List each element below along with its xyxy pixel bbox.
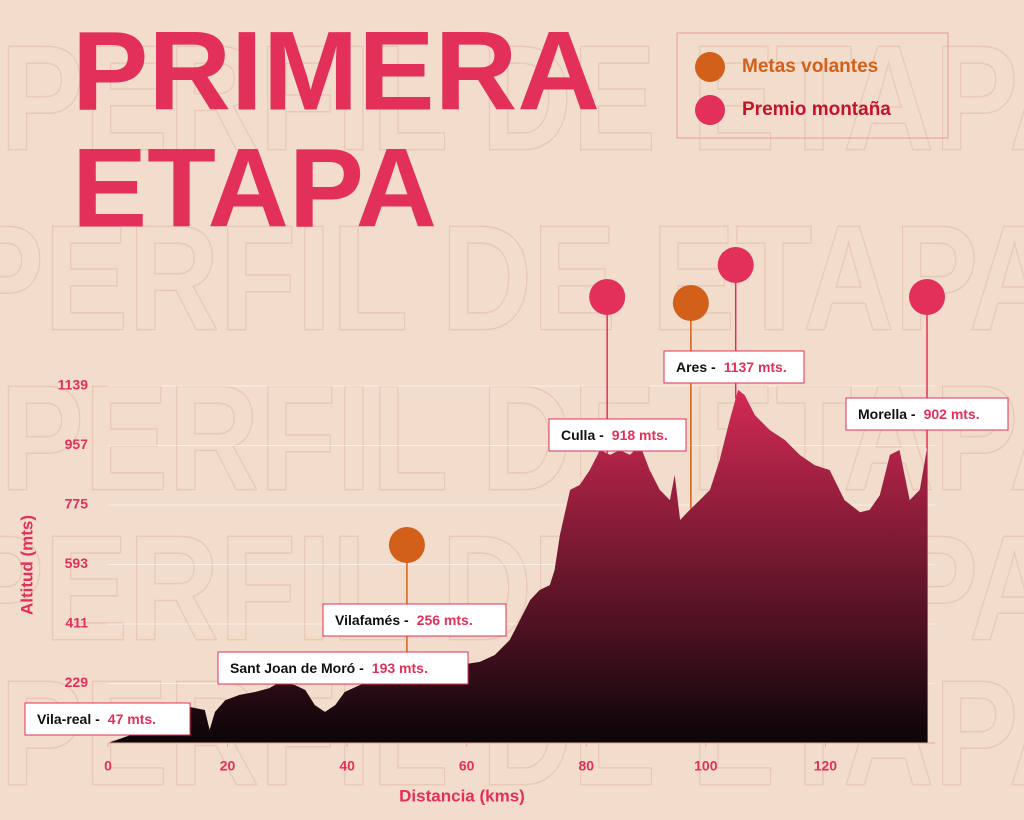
place-name: Sant Joan de Moró - [230,660,364,676]
y-tick-label: 957 [65,436,89,452]
annotation-text: Ares - 1137 mts. [676,359,787,375]
place-name: Ares - [676,359,716,375]
x-tick-label: 120 [814,758,838,774]
place-name: Vila-real - [37,711,100,727]
annotation-box [322,603,507,637]
annotation-text: Vilafamés - 256 mts. [335,612,473,628]
place-name: Morella - [858,406,916,422]
watermark: PERFIL DE ETAPA [0,354,1024,522]
y-tick-label: 229 [65,674,89,690]
place-name: Culla - [561,427,604,443]
marker [672,285,709,321]
annotation-box [845,397,1009,431]
x-tick-label: 20 [220,758,236,774]
altitude-label: 47 mts. [108,711,156,727]
watermark: PERFIL DE ETAPA [0,194,1024,362]
x-tick-label: 100 [694,758,718,774]
x-tick-label: 60 [459,758,475,774]
annotation-box [24,702,191,736]
x-tick-label: 0 [104,758,112,774]
altitude-label: 1137 mts. [724,359,787,375]
elevation-area [108,389,928,743]
watermark: PERFIL DE ETAPA [0,14,1024,182]
annotation-box [663,350,805,384]
legend-swatch [695,95,725,125]
x-tick-label: 80 [578,758,594,774]
y-tick-label: 1139 [58,377,89,393]
annotation-text: Sant Joan de Moró - 193 mts. [230,660,428,676]
annotation-text: Culla - 918 mts. [561,427,668,443]
legend-swatch [695,52,725,82]
altitude-label: 193 mts. [372,660,428,676]
y-tick-label: 775 [65,496,89,512]
y-tick-label: 593 [65,555,89,571]
y-axis-label: Altitud (mts) [17,515,36,615]
annotation-text: Vila-real - 47 mts. [37,711,156,727]
legend-label: Premio montaña [742,99,891,120]
x-axis-label: Distancia (kms) [399,786,525,805]
title-line: PRIMERA [72,9,600,134]
marker [717,247,754,283]
marker [388,527,425,563]
marker [589,279,626,315]
y-tick-label: 411 [65,615,88,631]
place-name: Vilafamés - [335,612,409,628]
annotation-text: Morella - 902 mts. [858,406,980,422]
legend-label: Metas volantes [742,56,878,77]
annotation-box [548,418,687,452]
x-tick-label: 40 [339,758,355,774]
title-line: ETAPA [72,126,437,251]
marker [909,279,945,315]
legend-box [676,32,949,139]
annotation-box [217,651,469,685]
altitude-label: 256 mts. [417,612,473,628]
altitude-label: 902 mts. [924,406,980,422]
altitude-label: 918 mts. [612,427,668,443]
